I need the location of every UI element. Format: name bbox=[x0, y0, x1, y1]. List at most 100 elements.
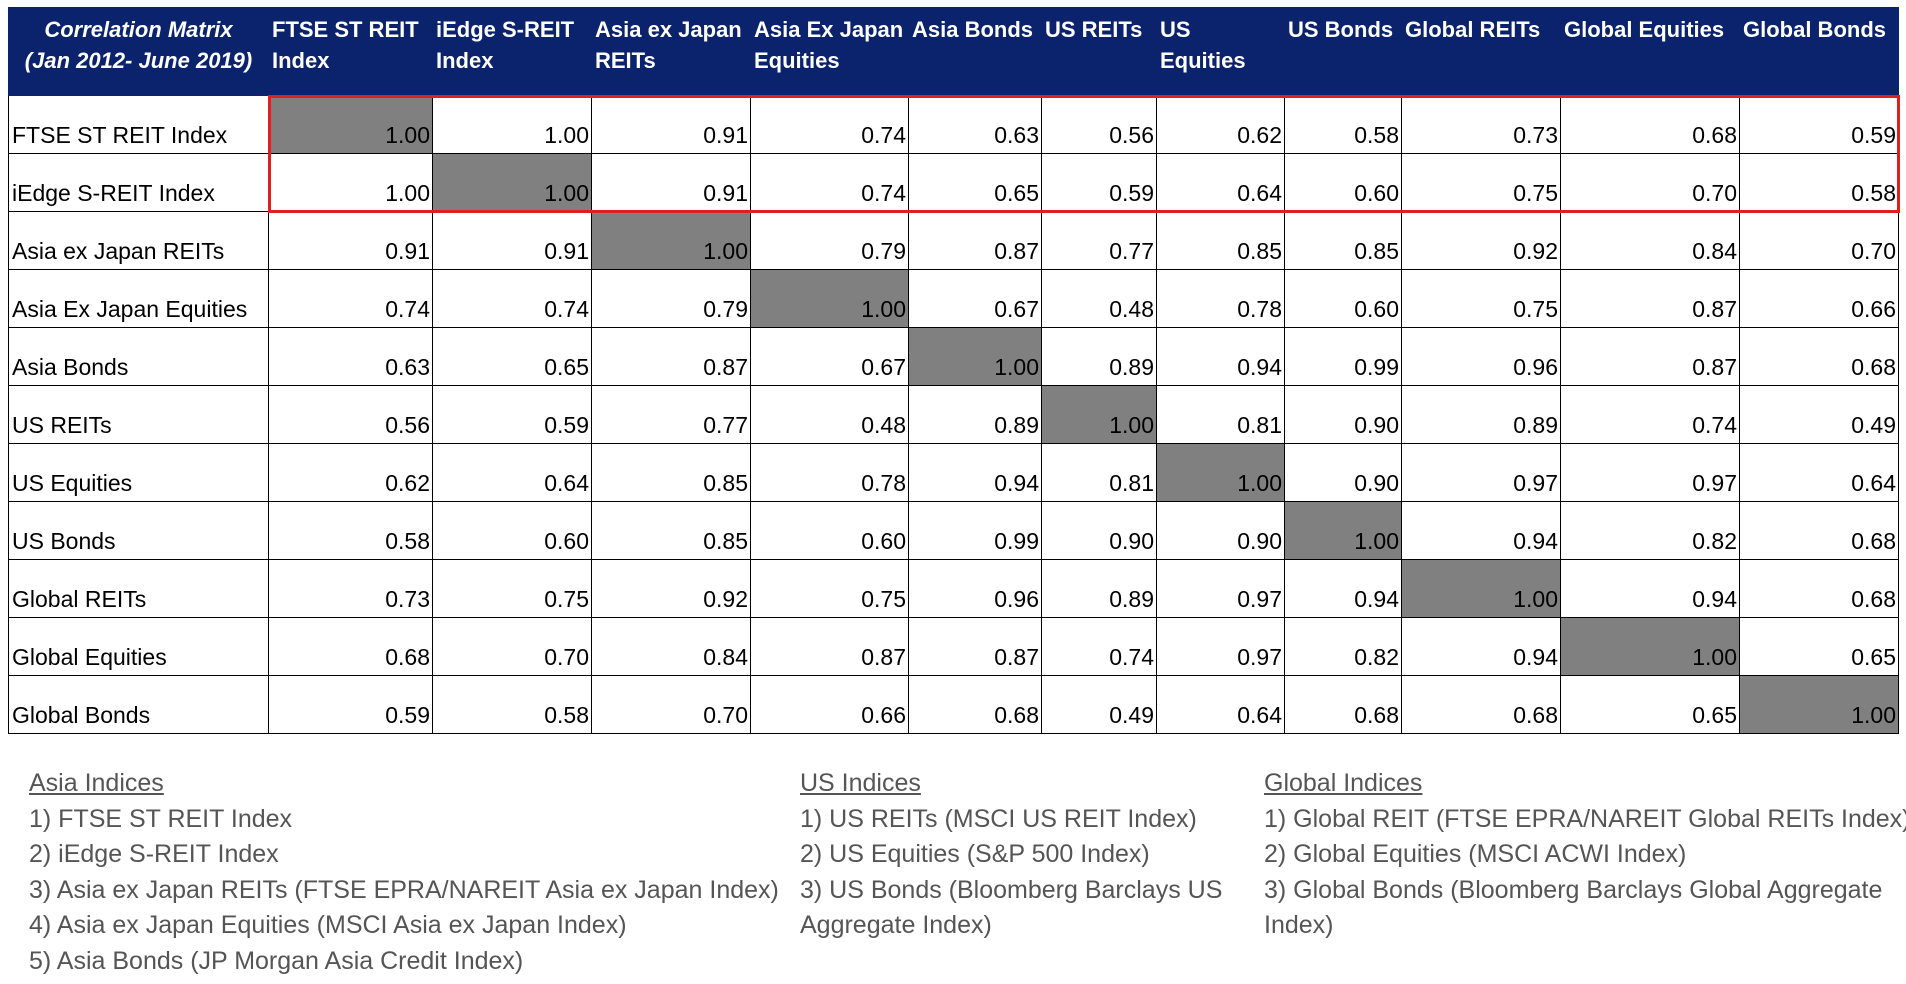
row-label: US Equities bbox=[8, 443, 269, 502]
correlation-cell: 0.75 bbox=[432, 559, 592, 618]
column-header: Global Equities bbox=[1560, 7, 1740, 96]
correlation-cell: 0.99 bbox=[908, 501, 1042, 560]
diagonal-cell: 1.00 bbox=[1739, 675, 1899, 734]
correlation-cell: 0.75 bbox=[750, 559, 909, 618]
correlation-cell: 0.73 bbox=[1401, 95, 1561, 154]
correlation-cell: 0.74 bbox=[1560, 385, 1740, 444]
table-row: Asia ex Japan REITs 0.91 0.91 1.00 0.79 0.87 0… bbox=[8, 211, 1899, 270]
correlation-cell: 0.87 bbox=[1560, 327, 1740, 386]
correlation-cell: 0.64 bbox=[1156, 153, 1285, 212]
correlation-cell: 0.66 bbox=[750, 675, 909, 734]
notes-us-item: 2) US Equities (S&P 500 Index) bbox=[800, 840, 1150, 868]
notes-asia-item: 3) Asia ex Japan REITs (FTSE EPRA/NAREIT… bbox=[29, 875, 779, 904]
notes-global-item: Index) bbox=[1264, 911, 1334, 939]
notes-asia-item: 2) iEdge S-REIT Index bbox=[29, 840, 279, 868]
correlation-cell: 0.58 bbox=[432, 675, 592, 734]
correlation-cell: 0.82 bbox=[1284, 617, 1402, 676]
correlation-matrix: Correlation Matrix (Jan 2012- June 2019)… bbox=[8, 7, 1900, 734]
table-row: Global Bonds 0.59 0.58 0.70 0.66 0.68 0.49 0.64… bbox=[8, 675, 1899, 734]
correlation-cell: 0.68 bbox=[1739, 327, 1899, 386]
correlation-cell: 0.60 bbox=[1284, 153, 1402, 212]
matrix-body: FTSE ST REIT Index 1.00 1.00 0.91 0.74 0.63 0.… bbox=[8, 95, 1899, 734]
correlation-cell: 0.74 bbox=[750, 153, 909, 212]
correlation-cell: 0.68 bbox=[268, 617, 433, 676]
correlation-cell: 0.58 bbox=[1284, 95, 1402, 154]
correlation-cell: 0.58 bbox=[268, 501, 433, 560]
correlation-cell: 0.64 bbox=[1739, 443, 1899, 502]
correlation-cell: 0.68 bbox=[908, 675, 1042, 734]
notes-global-title: Global Indices bbox=[1264, 769, 1423, 797]
notes-us-item: 1) US REITs (MSCI US REIT Index) bbox=[800, 804, 1197, 833]
correlation-cell: 0.85 bbox=[1156, 211, 1285, 270]
correlation-cell: 0.89 bbox=[1041, 559, 1157, 618]
notes-us-item: Aggregate Index) bbox=[800, 911, 992, 939]
correlation-cell: 0.91 bbox=[432, 211, 592, 270]
correlation-cell: 0.87 bbox=[908, 211, 1042, 270]
correlation-cell: 0.75 bbox=[1401, 153, 1561, 212]
table-row: US REITs 0.56 0.59 0.77 0.48 0.89 1.00 0.81 0.90… bbox=[8, 385, 1899, 444]
correlation-cell: 0.64 bbox=[432, 443, 592, 502]
notes-global-item: 3) Global Bonds (Bloomberg Barclays Glob… bbox=[1264, 875, 1883, 904]
row-label: US REITs bbox=[8, 385, 269, 444]
correlation-cell: 0.94 bbox=[908, 443, 1042, 502]
notes-global-item: 1) Global REIT (FTSE EPRA/NAREIT Global … bbox=[1264, 804, 1906, 833]
diagonal-cell: 1.00 bbox=[432, 153, 592, 212]
notes-asia-item: 5) Asia Bonds (JP Morgan Asia Credit Ind… bbox=[29, 946, 524, 975]
correlation-cell: 0.85 bbox=[1284, 211, 1402, 270]
correlation-cell: 0.68 bbox=[1560, 95, 1740, 154]
column-header: Asia Ex Japan Equities bbox=[750, 7, 909, 96]
correlation-cell: 0.90 bbox=[1284, 385, 1402, 444]
correlation-cell: 0.70 bbox=[591, 675, 751, 734]
notes-asia: Asia Indices 1) FTSE ST REIT Index 2) iE… bbox=[29, 766, 779, 979]
index-notes: Asia Indices 1) FTSE ST REIT Index 2) iE… bbox=[0, 766, 1906, 984]
correlation-cell: 0.90 bbox=[1284, 443, 1402, 502]
correlation-cell: 0.92 bbox=[591, 559, 751, 618]
correlation-cell: 0.97 bbox=[1156, 617, 1285, 676]
correlation-cell: 0.94 bbox=[1156, 327, 1285, 386]
table-row: Global REITs 0.73 0.75 0.92 0.75 0.96 0.89 0.97… bbox=[8, 559, 1899, 618]
diagonal-cell: 1.00 bbox=[1560, 617, 1740, 676]
correlation-cell: 0.74 bbox=[268, 269, 433, 328]
correlation-cell: 0.68 bbox=[1401, 675, 1561, 734]
notes-asia-title: Asia Indices bbox=[29, 769, 164, 797]
correlation-cell: 1.00 bbox=[432, 95, 592, 154]
correlation-cell: 0.82 bbox=[1560, 501, 1740, 560]
notes-asia-item: 4) Asia ex Japan Equities (MSCI Asia ex … bbox=[29, 911, 627, 939]
correlation-cell: 0.94 bbox=[1284, 559, 1402, 618]
notes-us-title: US Indices bbox=[800, 769, 921, 797]
column-header: Asia ex Japan REITs bbox=[591, 7, 751, 96]
row-label: Asia Ex Japan Equities bbox=[8, 269, 269, 328]
row-label: Global Equities bbox=[8, 617, 269, 676]
correlation-cell: 0.59 bbox=[1041, 153, 1157, 212]
correlation-cell: 0.87 bbox=[750, 617, 909, 676]
correlation-cell: 0.79 bbox=[750, 211, 909, 270]
diagonal-cell: 1.00 bbox=[1156, 443, 1285, 502]
table-row: US Bonds 0.58 0.60 0.85 0.60 0.99 0.90 0.90 1.00… bbox=[8, 501, 1899, 560]
column-header: FTSE ST REIT Index bbox=[268, 7, 433, 96]
correlation-cell: 0.94 bbox=[1401, 617, 1561, 676]
correlation-cell: 0.65 bbox=[432, 327, 592, 386]
correlation-cell: 0.60 bbox=[1284, 269, 1402, 328]
correlation-cell: 0.79 bbox=[591, 269, 751, 328]
correlation-cell: 0.58 bbox=[1739, 153, 1899, 212]
matrix-title: Correlation Matrix (Jan 2012- June 2019) bbox=[8, 7, 269, 96]
correlation-cell: 0.60 bbox=[750, 501, 909, 560]
table-row: Global Equities 0.68 0.70 0.84 0.87 0.87 0.74 0… bbox=[8, 617, 1899, 676]
table-row: iEdge S-REIT Index 1.00 1.00 0.91 0.74 0.65 0.… bbox=[8, 153, 1899, 212]
correlation-cell: 0.78 bbox=[1156, 269, 1285, 328]
diagonal-cell: 1.00 bbox=[750, 269, 909, 328]
correlation-cell: 0.60 bbox=[432, 501, 592, 560]
correlation-cell: 0.63 bbox=[908, 95, 1042, 154]
correlation-cell: 0.89 bbox=[908, 385, 1042, 444]
correlation-cell: 0.65 bbox=[1739, 617, 1899, 676]
diagonal-cell: 1.00 bbox=[1284, 501, 1402, 560]
correlation-cell: 0.63 bbox=[268, 327, 433, 386]
correlation-cell: 0.99 bbox=[1284, 327, 1402, 386]
correlation-cell: 0.56 bbox=[1041, 95, 1157, 154]
diagonal-cell: 1.00 bbox=[268, 95, 433, 154]
notes-global-item: 2) Global Equities (MSCI ACWI Index) bbox=[1264, 840, 1687, 868]
row-label: FTSE ST REIT Index bbox=[8, 95, 269, 154]
correlation-cell: 0.74 bbox=[432, 269, 592, 328]
correlation-cell: 0.87 bbox=[1560, 269, 1740, 328]
correlation-cell: 0.96 bbox=[908, 559, 1042, 618]
